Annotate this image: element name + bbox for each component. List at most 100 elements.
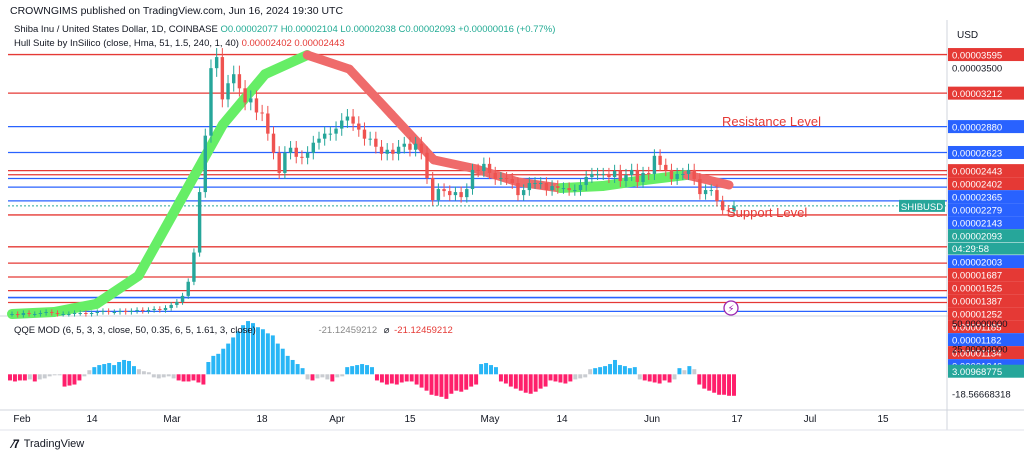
- qqe-bar: [707, 374, 712, 391]
- qqe-bar: [617, 365, 622, 375]
- candle-body: [15, 314, 20, 316]
- price-label-bg: [948, 203, 1024, 217]
- qqe-bar: [206, 362, 211, 375]
- qqe-bar: [62, 374, 67, 387]
- qqe-bar: [8, 374, 12, 381]
- price-label: 0.00001134: [952, 349, 1002, 360]
- candle-body: [294, 147, 298, 157]
- candle-body: [249, 98, 253, 103]
- qqe-bar: [389, 374, 394, 384]
- qqe-axis-label: 25.00000000: [952, 345, 1007, 356]
- qqe-bar: [508, 374, 513, 387]
- candle-body: [220, 57, 225, 100]
- candle-body: [271, 133, 276, 153]
- qqe-bar: [603, 366, 608, 375]
- qqe-bar: [12, 374, 17, 382]
- qqe-bar: [87, 370, 92, 375]
- candle-body: [430, 177, 435, 201]
- symbol-legend: Shiba Inu / United States Dollar, 1D, CO…: [14, 24, 555, 35]
- price-label-bg: [948, 294, 1024, 308]
- candle-body: [135, 309, 139, 311]
- qqe-bar: [434, 374, 439, 396]
- hull-segment: [49, 298, 102, 317]
- candle-body: [681, 173, 685, 175]
- candle-body: [300, 156, 304, 158]
- qqe-bar: [722, 374, 727, 395]
- candle-body: [266, 113, 270, 134]
- candle-body: [61, 314, 65, 316]
- time-tick-label: 14: [556, 414, 568, 425]
- price-label: 0.00002623: [952, 148, 1002, 159]
- qqe-bar: [270, 335, 275, 375]
- candle-body: [516, 183, 520, 196]
- qqe-bar: [459, 374, 464, 392]
- price-label: 0.00001525: [952, 284, 1002, 295]
- qqe-bar: [112, 365, 117, 375]
- qqe-bar: [677, 368, 682, 375]
- qqe-bar: [176, 374, 181, 381]
- candle-body: [698, 178, 702, 195]
- candle-body: [618, 170, 623, 182]
- qqe-bar: [454, 374, 459, 391]
- qqe-bar: [439, 374, 444, 397]
- time-tick-label: Jun: [644, 414, 660, 425]
- price-label: 0.00002093: [952, 232, 1002, 243]
- candle-body: [408, 143, 412, 150]
- candle-body: [44, 311, 48, 313]
- hull-segment: [302, 50, 354, 74]
- qqe-bar: [687, 366, 692, 375]
- qqe-bar: [77, 374, 82, 381]
- candle-body: [453, 192, 458, 196]
- candle-body: [419, 143, 424, 153]
- qqe-bar: [330, 374, 335, 382]
- qqe-bar: [479, 364, 484, 375]
- qqe-bar: [251, 323, 255, 375]
- candle-body: [72, 313, 77, 315]
- candle-body: [334, 128, 338, 134]
- qqe-bar: [17, 374, 22, 381]
- qqe-bar: [285, 355, 290, 375]
- candle-body: [226, 83, 230, 100]
- candle-body: [112, 311, 117, 313]
- candle-body: [669, 169, 674, 179]
- qqe-bar: [315, 374, 320, 379]
- qqe-bar: [211, 355, 216, 375]
- candle-body: [33, 314, 37, 316]
- price-label: 0.00002279: [952, 206, 1002, 217]
- footer-brand[interactable]: ⁄7 TradingView: [12, 437, 84, 451]
- candle-body: [328, 133, 333, 135]
- candle-body: [118, 310, 122, 312]
- candle-body: [482, 163, 486, 171]
- candle-body: [158, 308, 162, 310]
- qqe-bar: [117, 362, 122, 375]
- candle-body: [374, 138, 378, 147]
- candle-body: [584, 176, 588, 186]
- symbol-tag-text: SHIBUSD: [901, 202, 943, 213]
- qqe-bar: [642, 374, 647, 381]
- indicator-legend: Hull Suite by InSilico (close, Hma, 51, …: [14, 38, 345, 49]
- candle-body: [163, 307, 168, 310]
- qqe-label: QQE MOD (6, 5, 3, 3, close, 50, 0.35, 6,…: [14, 325, 256, 336]
- candle-body: [67, 314, 71, 316]
- qqe-bar: [627, 368, 632, 375]
- candlesticks: [10, 48, 736, 318]
- currency-label[interactable]: USD: [957, 30, 979, 41]
- candle-body: [203, 135, 207, 193]
- qqe-bar: [632, 367, 637, 375]
- candle-body: [413, 143, 418, 150]
- qqe-bar: [672, 374, 677, 380]
- qqe-bar: [265, 333, 270, 375]
- qqe-bar: [27, 374, 32, 380]
- candle-body: [89, 313, 94, 315]
- qqe-bar: [379, 374, 384, 383]
- price-label: 0.00001182: [952, 336, 1002, 347]
- candle-body: [550, 186, 554, 191]
- qqe-bar: [414, 374, 419, 385]
- qqe-bar: [732, 374, 736, 396]
- lightning-icon: ⚡: [727, 304, 734, 315]
- qqe-bar: [67, 374, 72, 386]
- price-label: 0.00002402: [952, 180, 1002, 191]
- qqe-bar: [593, 368, 598, 375]
- candle-body: [106, 310, 111, 312]
- candle-body: [601, 173, 605, 175]
